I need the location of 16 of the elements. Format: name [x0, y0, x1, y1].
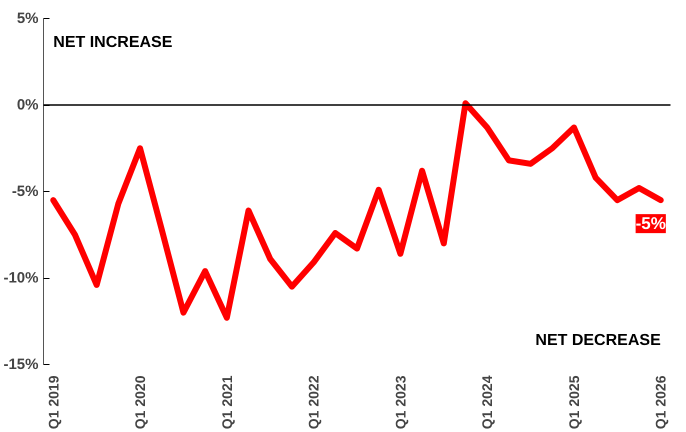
- x-tick-label: Q1 2020: [132, 375, 148, 430]
- x-tick-label: Q1 2025: [566, 375, 582, 430]
- y-tick-label: 0%: [16, 96, 39, 114]
- y-tick-label: -10%: [3, 270, 39, 286]
- y-tick-label: 5%: [16, 10, 39, 27]
- y-tick-label: -15%: [3, 356, 39, 373]
- x-tick-label: Q1 2021: [218, 375, 235, 430]
- x-tick-label: Q1 2026: [652, 375, 669, 430]
- x-tick-label: Q1 2022: [306, 375, 322, 430]
- x-tick-label: Q1 2019: [45, 375, 62, 430]
- x-tick-label: Q1 2023: [392, 375, 408, 430]
- x-tick-label: Q1 2024: [479, 375, 496, 430]
- y-tick-label: -5%: [12, 183, 39, 200]
- annotation: NET INCREASE: [53, 34, 173, 52]
- data-label: -5%: [636, 214, 666, 234]
- annotation: NET DECREASE: [535, 332, 662, 349]
